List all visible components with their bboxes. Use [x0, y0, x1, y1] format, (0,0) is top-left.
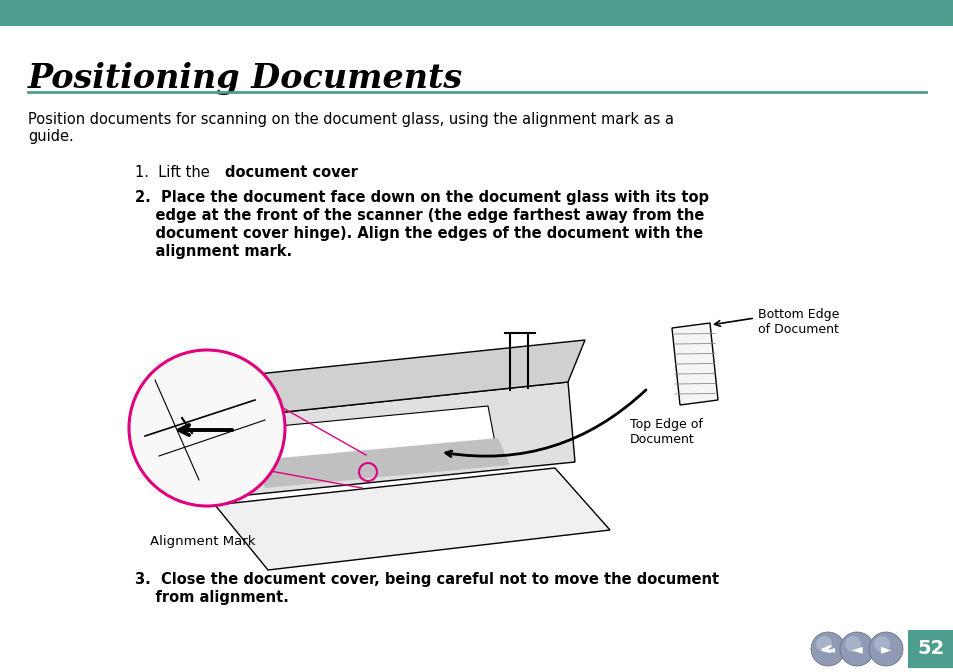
Text: ◄: ◄ [851, 642, 862, 656]
Text: Positioning Documents: Positioning Documents [28, 62, 462, 95]
Text: .: . [335, 165, 339, 180]
Circle shape [840, 632, 873, 666]
Polygon shape [228, 340, 584, 418]
Text: 52: 52 [917, 640, 943, 659]
Polygon shape [257, 406, 497, 480]
Text: ►: ► [880, 642, 890, 656]
Text: edge at the front of the scanner (the edge farthest away from the: edge at the front of the scanner (the ed… [135, 208, 703, 223]
Circle shape [815, 636, 831, 652]
Circle shape [810, 632, 844, 666]
Text: 2.  Place the document face down on the document glass with its top: 2. Place the document face down on the d… [135, 190, 708, 205]
Text: document cover hinge). Align the edges of the document with the: document cover hinge). Align the edges o… [135, 226, 702, 241]
Text: 1.  Lift the: 1. Lift the [135, 165, 214, 180]
Text: Top Edge of
Document: Top Edge of Document [629, 418, 702, 446]
Text: 3.  Close the document cover, being careful not to move the document: 3. Close the document cover, being caref… [135, 572, 719, 587]
Polygon shape [218, 382, 575, 498]
Text: Bottom Edge
of Document: Bottom Edge of Document [758, 308, 839, 336]
Polygon shape [214, 468, 609, 570]
Text: document cover: document cover [225, 165, 357, 180]
Circle shape [844, 636, 861, 652]
Circle shape [873, 636, 889, 652]
Text: from alignment.: from alignment. [135, 590, 289, 605]
Text: Alignment Mark: Alignment Mark [150, 535, 255, 548]
Circle shape [129, 350, 285, 506]
Bar [0, 0, 953, 26]
Circle shape [868, 632, 902, 666]
Text: alignment mark.: alignment mark. [135, 244, 292, 259]
Polygon shape [671, 323, 718, 405]
Polygon shape [257, 438, 510, 488]
Text: ◄◄: ◄◄ [820, 644, 835, 654]
Bar [907, 630, 953, 668]
Text: Position documents for scanning on the document glass, using the alignment mark : Position documents for scanning on the d… [28, 112, 673, 144]
